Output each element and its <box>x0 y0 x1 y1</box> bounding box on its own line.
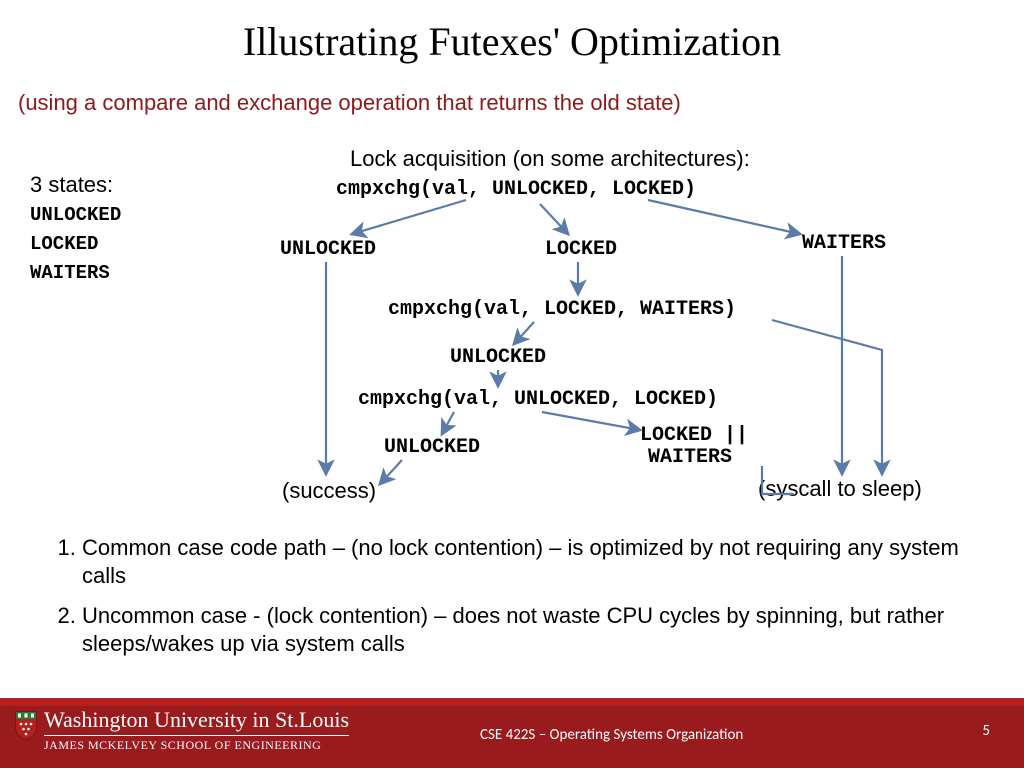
flow-node-wai1: WAITERS <box>802 232 886 255</box>
slide-title: Illustrating Futexes' Optimization <box>0 18 1024 65</box>
flow-node-succ: (success) <box>282 478 376 504</box>
flow-node-sys: (syscall to sleep) <box>758 476 922 502</box>
flow-node-unl2: UNLOCKED <box>450 346 546 369</box>
slide-subtitle: (using a compare and exchange operation … <box>18 90 681 116</box>
flow-node-cmp2: cmpxchg(val, LOCKED, WAITERS) <box>388 298 736 321</box>
flow-node-cmp3: cmpxchg(val, UNLOCKED, LOCKED) <box>358 388 718 411</box>
uni-line2: JAMES MCKELVEY SCHOOL OF ENGINEERING <box>44 735 349 753</box>
bullet-list: Common case code path – (no lock content… <box>36 534 996 671</box>
bullet-item: Uncommon case - (lock contention) – does… <box>82 602 996 658</box>
bullet-item: Common case code path – (no lock content… <box>82 534 996 590</box>
lock-acq-header: Lock acquisition (on some architectures)… <box>350 146 750 172</box>
state-item: WAITERS <box>30 262 110 284</box>
flow-node-unl3: UNLOCKED <box>384 436 480 459</box>
university-name: Washington University in St.Louis JAMES … <box>44 707 349 753</box>
flow-node-lw2: WAITERS <box>648 446 732 469</box>
flow-node-lck1: LOCKED <box>545 238 617 261</box>
footer-stripe <box>0 698 1024 706</box>
course-label: CSE 422S – Operating Systems Organizatio… <box>480 726 743 744</box>
flow-node-unl1: UNLOCKED <box>280 238 376 261</box>
shield-icon <box>14 710 38 745</box>
slide-footer: Washington University in St.Louis JAMES … <box>0 698 1024 768</box>
flow-node-cmp1: cmpxchg(val, UNLOCKED, LOCKED) <box>336 178 696 201</box>
state-item: UNLOCKED <box>30 204 121 226</box>
page-number: 5 <box>982 722 990 740</box>
states-header: 3 states: <box>30 172 113 198</box>
state-item: LOCKED <box>30 233 98 255</box>
uni-line1: Washington University in St.Louis <box>44 707 349 733</box>
flow-node-lw: LOCKED || <box>640 424 748 447</box>
